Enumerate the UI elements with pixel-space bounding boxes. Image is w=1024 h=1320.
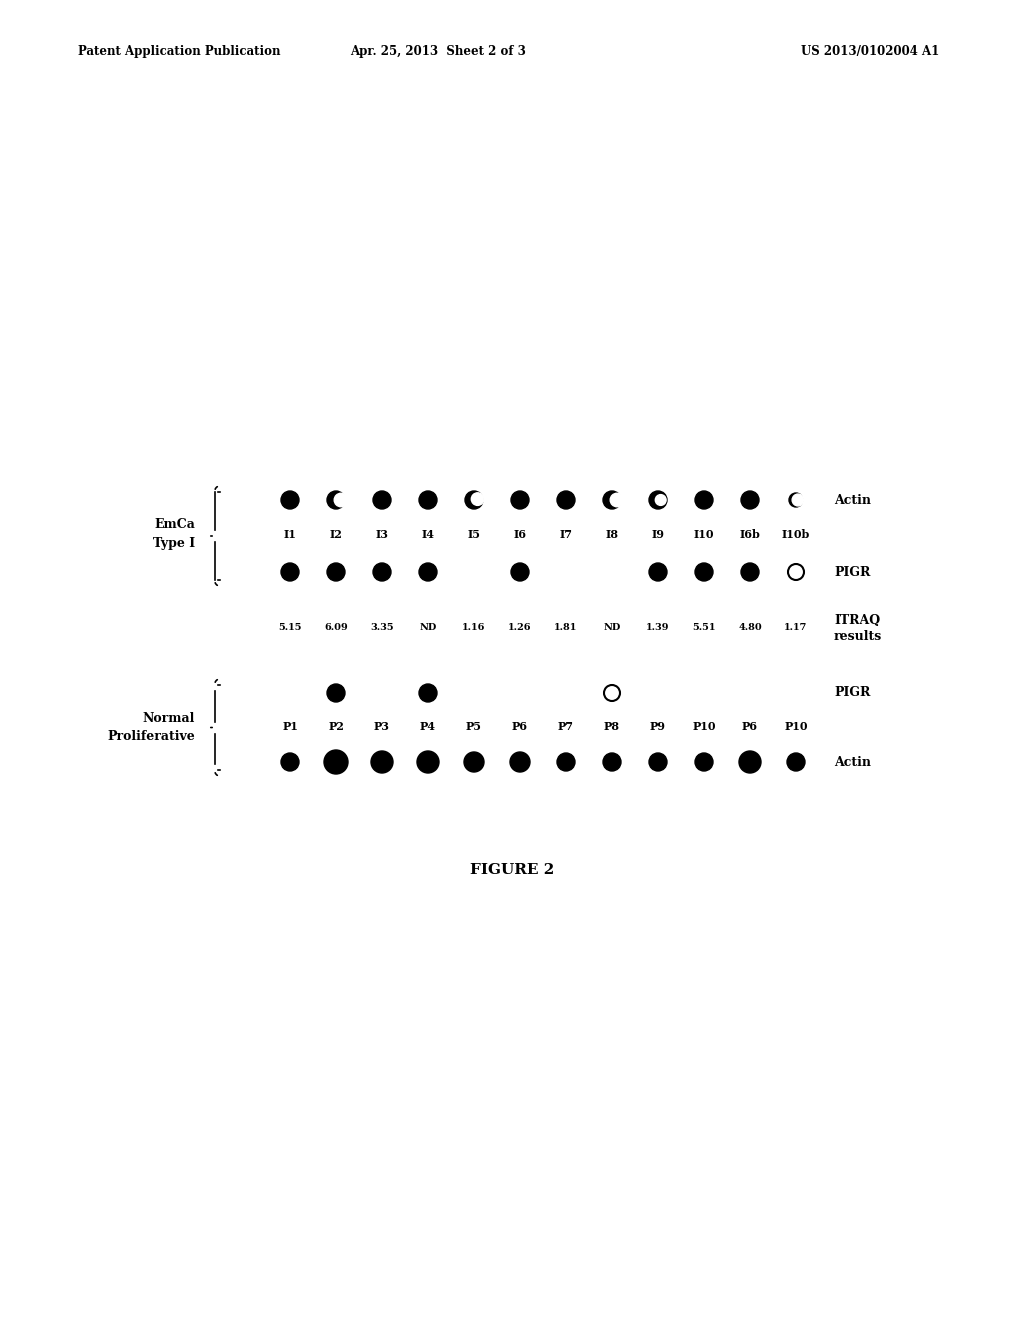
Circle shape — [373, 491, 391, 510]
Text: P5: P5 — [466, 722, 482, 733]
Circle shape — [464, 752, 484, 772]
Text: US 2013/0102004 A1: US 2013/0102004 A1 — [801, 45, 939, 58]
Text: 6.09: 6.09 — [325, 623, 348, 632]
Text: 1.39: 1.39 — [646, 623, 670, 632]
Circle shape — [741, 491, 759, 510]
Circle shape — [510, 752, 530, 772]
Circle shape — [739, 751, 761, 774]
Circle shape — [649, 564, 667, 581]
Text: I5: I5 — [468, 529, 480, 540]
Circle shape — [655, 495, 666, 506]
Text: I7: I7 — [559, 529, 572, 540]
Text: P2: P2 — [328, 722, 344, 733]
Circle shape — [419, 564, 437, 581]
Circle shape — [471, 492, 484, 506]
Text: I8: I8 — [605, 529, 618, 540]
Circle shape — [603, 752, 621, 771]
Text: P6: P6 — [512, 722, 528, 733]
Text: PIGR: PIGR — [834, 686, 870, 700]
Text: P3: P3 — [374, 722, 390, 733]
Text: PIGR: PIGR — [834, 565, 870, 578]
Text: ITRAQ: ITRAQ — [834, 615, 880, 627]
Circle shape — [419, 684, 437, 702]
Text: I1: I1 — [284, 529, 296, 540]
Text: results: results — [834, 631, 883, 644]
Circle shape — [790, 492, 803, 507]
Circle shape — [327, 491, 345, 510]
Text: Actin: Actin — [834, 755, 871, 768]
Circle shape — [373, 564, 391, 581]
Text: 1.17: 1.17 — [784, 623, 808, 632]
Text: P8: P8 — [604, 722, 620, 733]
Circle shape — [695, 752, 713, 771]
Circle shape — [603, 491, 621, 510]
Circle shape — [465, 491, 483, 510]
Text: I6b: I6b — [739, 529, 761, 540]
Circle shape — [649, 752, 667, 771]
Circle shape — [281, 491, 299, 510]
Text: 5.15: 5.15 — [279, 623, 302, 632]
Text: ND: ND — [420, 623, 436, 632]
Text: EmCa: EmCa — [155, 519, 195, 532]
Circle shape — [511, 564, 529, 581]
Text: Actin: Actin — [834, 494, 871, 507]
Circle shape — [324, 750, 348, 774]
Circle shape — [327, 684, 345, 702]
Text: P4: P4 — [420, 722, 436, 733]
Text: I6: I6 — [513, 529, 526, 540]
Text: P7: P7 — [558, 722, 574, 733]
Text: P10: P10 — [692, 722, 716, 733]
Text: I4: I4 — [422, 529, 434, 540]
Circle shape — [334, 494, 348, 507]
Circle shape — [741, 564, 759, 581]
Circle shape — [695, 491, 713, 510]
Text: Type I: Type I — [153, 536, 195, 549]
Text: I2: I2 — [330, 529, 342, 540]
Circle shape — [557, 491, 575, 510]
Circle shape — [281, 564, 299, 581]
Text: Patent Application Publication: Patent Application Publication — [78, 45, 281, 58]
Circle shape — [557, 752, 575, 771]
Circle shape — [417, 751, 439, 774]
Circle shape — [419, 491, 437, 510]
Text: P6: P6 — [742, 722, 758, 733]
Text: Normal: Normal — [142, 713, 195, 726]
Text: I9: I9 — [651, 529, 665, 540]
Circle shape — [649, 491, 667, 510]
Text: Apr. 25, 2013  Sheet 2 of 3: Apr. 25, 2013 Sheet 2 of 3 — [350, 45, 526, 58]
Circle shape — [327, 564, 345, 581]
Text: I10b: I10b — [781, 529, 810, 540]
Text: Proliferative: Proliferative — [108, 730, 195, 743]
Text: P10: P10 — [784, 722, 808, 733]
Text: 3.35: 3.35 — [371, 623, 394, 632]
Text: 4.80: 4.80 — [738, 623, 762, 632]
Circle shape — [511, 491, 529, 510]
Text: 1.16: 1.16 — [462, 623, 485, 632]
Circle shape — [787, 752, 805, 771]
Text: 1.81: 1.81 — [554, 623, 578, 632]
Text: I10: I10 — [693, 529, 715, 540]
Text: P9: P9 — [650, 722, 666, 733]
Text: ND: ND — [603, 623, 621, 632]
Text: 1.26: 1.26 — [508, 623, 531, 632]
Text: 5.51: 5.51 — [692, 623, 716, 632]
Circle shape — [695, 564, 713, 581]
Text: FIGURE 2: FIGURE 2 — [470, 863, 554, 876]
Text: P1: P1 — [282, 722, 298, 733]
Text: I3: I3 — [376, 529, 388, 540]
Circle shape — [281, 752, 299, 771]
Circle shape — [371, 751, 393, 774]
Circle shape — [610, 494, 624, 507]
Circle shape — [793, 494, 804, 506]
